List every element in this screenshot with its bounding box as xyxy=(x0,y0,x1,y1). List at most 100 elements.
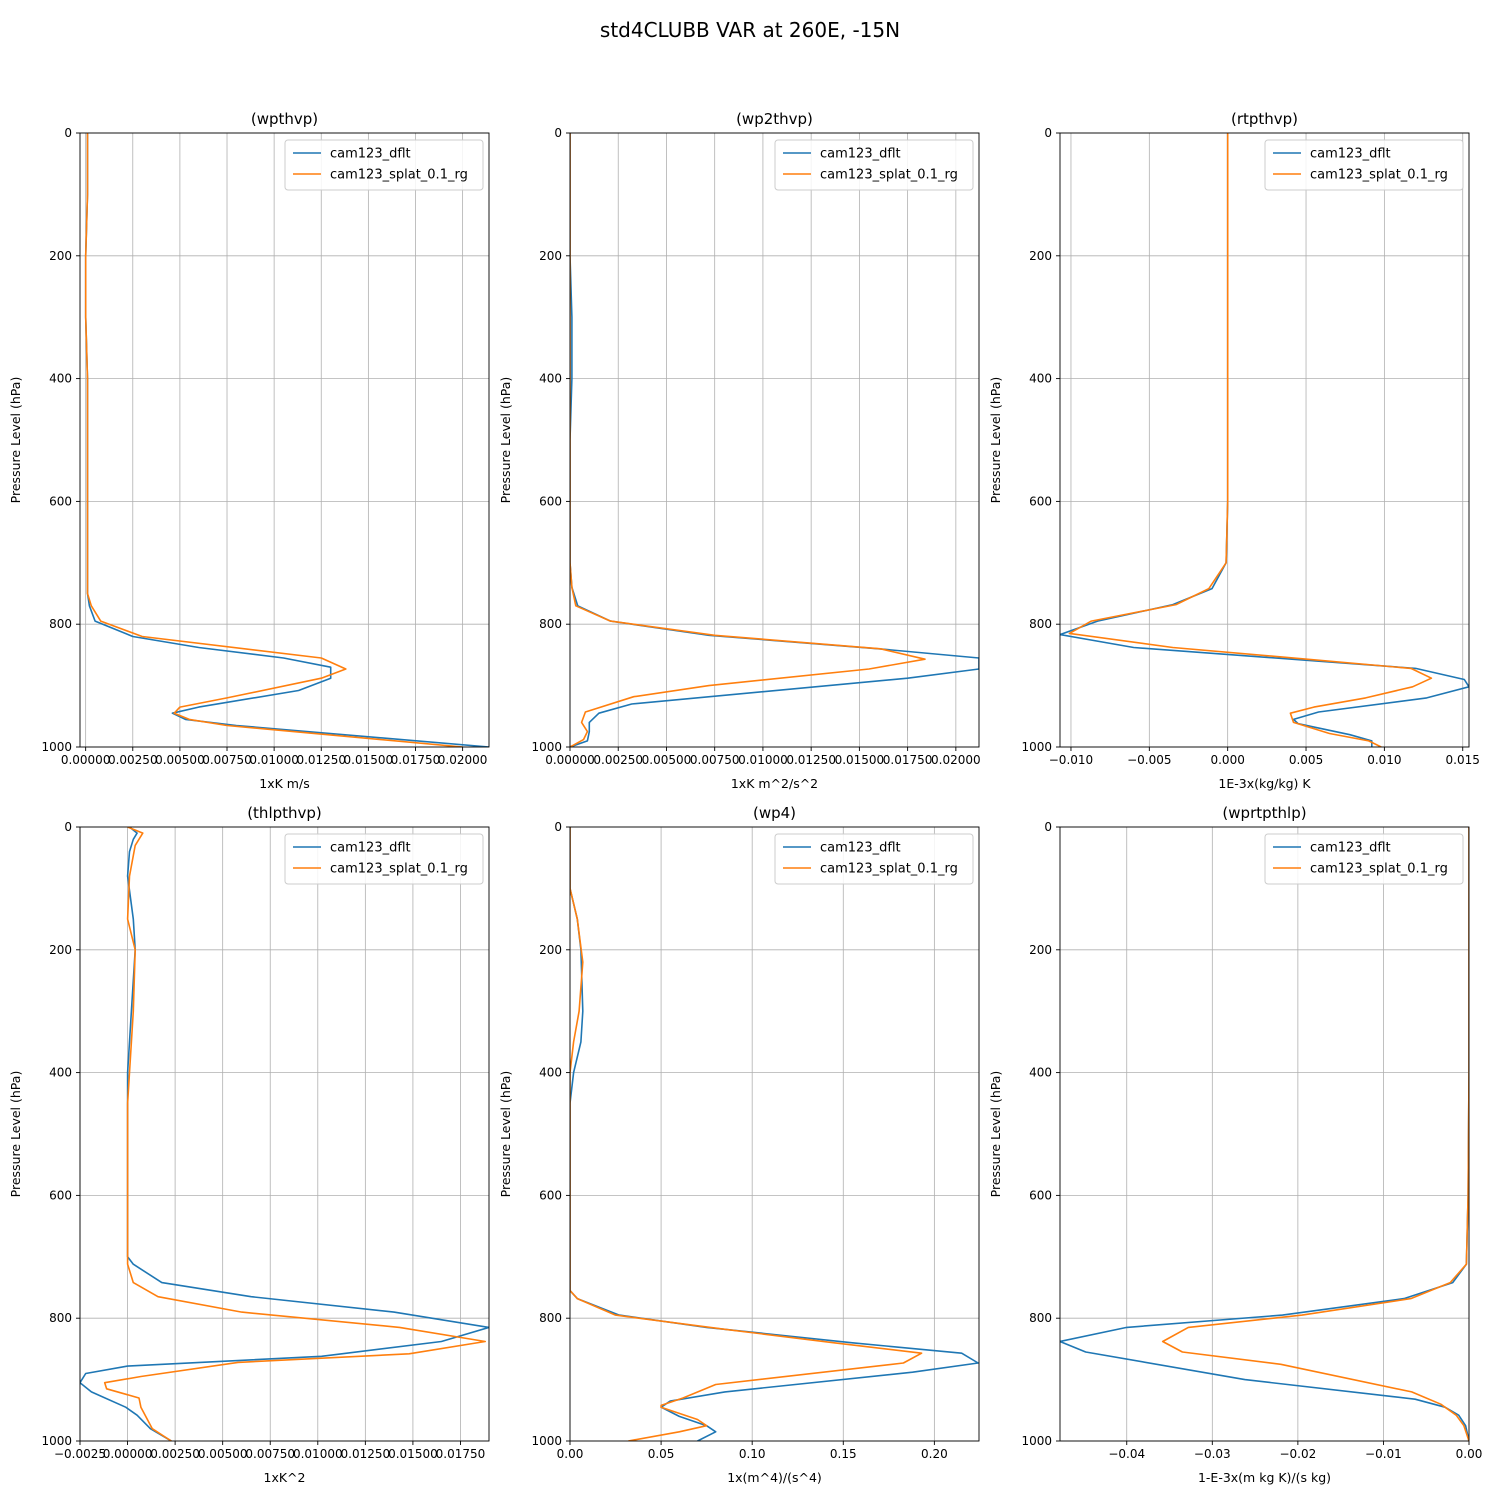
series-line-cam123_splat_0.1_rg xyxy=(1068,133,1433,747)
legend-label: cam123_splat_0.1_rg xyxy=(330,862,468,877)
x-tick-label: −0.010 xyxy=(1049,753,1093,767)
y-tick-label: 1000 xyxy=(1021,740,1052,754)
series-line-cam123_splat_0.1_rg xyxy=(84,133,463,747)
x-tick-label: 0.010 xyxy=(1367,753,1401,767)
x-tick-label: 0.005 xyxy=(1289,753,1323,767)
y-tick-label: 800 xyxy=(49,617,72,631)
panel-title: (wpthvp) xyxy=(251,110,318,128)
x-tick-label: −0.0025 xyxy=(54,1447,106,1461)
legend-box xyxy=(774,833,974,885)
y-tick-label: 200 xyxy=(539,943,562,957)
x-tick-label: 0.00000 xyxy=(61,753,111,767)
chart-panel-1: 0.000000.002500.005000.007500.010000.012… xyxy=(8,110,490,791)
series-line-cam123_splat_0.1_rg xyxy=(570,827,923,1441)
y-tick-label: 0 xyxy=(1044,820,1052,834)
x-tick-label: 0.00000 xyxy=(103,1447,153,1461)
legend-box xyxy=(284,833,484,885)
x-tick-label: 0.02000 xyxy=(931,753,981,767)
y-tick-label: 600 xyxy=(1029,494,1052,508)
y-axis-label: Pressure Level (hPa) xyxy=(8,377,23,504)
x-tick-label: 0.00500 xyxy=(642,753,692,767)
panel-title: (wp2thvp) xyxy=(736,110,813,128)
y-axis-label: Pressure Level (hPa) xyxy=(498,1071,513,1198)
x-tick-label: 0.000 xyxy=(1210,753,1244,767)
y-tick-label: 200 xyxy=(49,249,72,263)
y-tick-label: 400 xyxy=(539,1066,562,1080)
y-tick-label: 1000 xyxy=(41,1434,72,1448)
y-tick-label: 0 xyxy=(64,126,72,140)
y-tick-label: 600 xyxy=(539,494,562,508)
legend-box xyxy=(284,139,484,191)
x-tick-label: 0.00250 xyxy=(150,1447,200,1461)
x-tick-label: −0.03 xyxy=(1194,1447,1231,1461)
y-tick-label: 400 xyxy=(49,1066,72,1080)
x-tick-label: 0.00250 xyxy=(593,753,643,767)
legend: cam123_dflt cam123_splat_0.1_rg xyxy=(1264,139,1464,191)
legend-label: cam123_dflt xyxy=(330,147,411,162)
x-tick-label: 0.20 xyxy=(921,1447,948,1461)
chart-panel-5: 0.00 0.05 0.10 0.15 0.20 0 200 400 600 800 1000 (wp… xyxy=(498,804,980,1485)
legend-label: cam123_dflt xyxy=(330,841,411,856)
legend-label: cam123_splat_0.1_rg xyxy=(820,862,958,877)
y-tick-label: 600 xyxy=(49,494,72,508)
y-axis-label: Pressure Level (hPa) xyxy=(8,1071,23,1198)
x-tick-label: 0.00 xyxy=(1456,1447,1483,1461)
series-line-cam123_splat_0.1_rg xyxy=(1161,827,1469,1441)
x-tick-label: 0.15 xyxy=(830,1447,857,1461)
y-tick-label: 400 xyxy=(539,372,562,386)
y-tick-label: 400 xyxy=(49,372,72,386)
x-tick-label: 0.01750 xyxy=(436,1447,486,1461)
x-tick-label: 0.01250 xyxy=(341,1447,391,1461)
panel-title: (wp4) xyxy=(753,804,796,822)
plot-frame xyxy=(569,132,980,748)
x-tick-label: 0.00000 xyxy=(545,753,595,767)
x-tick-label: 0.01750 xyxy=(883,753,933,767)
y-tick-label: 400 xyxy=(1029,372,1052,386)
x-tick-label: 0.00250 xyxy=(108,753,158,767)
x-tick-label: 0.01000 xyxy=(293,1447,343,1461)
x-axis-label: 1x(m^4)/(s^4) xyxy=(727,1470,822,1485)
x-tick-label: 0.01750 xyxy=(391,753,441,767)
plot-frame xyxy=(79,132,490,748)
x-tick-label: 0.01000 xyxy=(249,753,299,767)
x-axis-label: 1xK m^2/s^2 xyxy=(731,776,818,791)
x-tick-label: 0.02000 xyxy=(438,753,488,767)
x-tick-label: −0.04 xyxy=(1108,1447,1145,1461)
legend-label: cam123_dflt xyxy=(820,147,901,162)
y-axis-label: Pressure Level (hPa) xyxy=(988,1071,1003,1198)
x-tick-label: 0.01500 xyxy=(344,753,394,767)
y-tick-label: 800 xyxy=(1029,1311,1052,1325)
y-tick-label: 1000 xyxy=(41,740,72,754)
y-tick-label: 600 xyxy=(1029,1188,1052,1202)
x-tick-label: 0.00500 xyxy=(198,1447,248,1461)
x-tick-label: 0.01250 xyxy=(786,753,836,767)
legend-label: cam123_splat_0.1_rg xyxy=(820,168,958,183)
x-tick-label: 0.01500 xyxy=(388,1447,438,1461)
series-line-cam123_splat_0.1_rg xyxy=(570,133,926,747)
plot-frame xyxy=(79,826,490,1442)
legend-label: cam123_dflt xyxy=(1310,841,1391,856)
x-tick-label: 0.01000 xyxy=(738,753,788,767)
legend: cam123_dflt cam123_splat_0.1_rg xyxy=(284,833,484,885)
plot-frame xyxy=(1059,826,1470,1442)
legend-label: cam123_splat_0.1_rg xyxy=(1310,862,1448,877)
panel-title: (thlpthvp) xyxy=(247,804,322,822)
y-tick-label: 0 xyxy=(554,126,562,140)
y-tick-label: 600 xyxy=(539,1188,562,1202)
x-tick-label: 0.00750 xyxy=(245,1447,295,1461)
y-tick-label: 800 xyxy=(1029,617,1052,631)
x-tick-label: 0.00750 xyxy=(202,753,252,767)
y-tick-label: 0 xyxy=(1044,126,1052,140)
figure-title: std4CLUBB VAR at 260E, -15N xyxy=(600,18,900,42)
y-tick-label: 800 xyxy=(539,617,562,631)
legend-box xyxy=(1264,139,1464,191)
plot-frame xyxy=(1059,132,1470,748)
x-tick-label: 0.01500 xyxy=(835,753,885,767)
chart-panel-3: −0.010 −0.005 0.000 0.005 0.010 0.015 0 200 400 6… xyxy=(988,110,1480,791)
legend: cam123_dflt cam123_splat_0.1_rg xyxy=(1264,833,1464,885)
y-tick-label: 0 xyxy=(64,820,72,834)
x-tick-label: 0.10 xyxy=(739,1447,766,1461)
legend-box xyxy=(1264,833,1464,885)
x-tick-label: −0.01 xyxy=(1365,1447,1402,1461)
y-tick-label: 1000 xyxy=(531,1434,562,1448)
